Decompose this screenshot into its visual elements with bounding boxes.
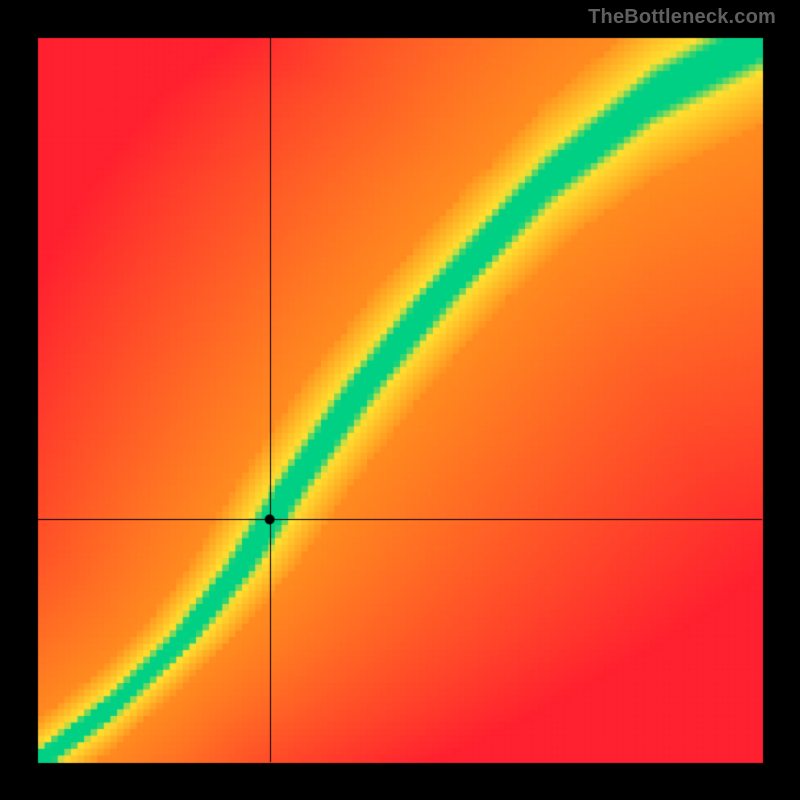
bottleneck-heatmap-canvas xyxy=(0,0,800,800)
chart-container: TheBottleneck.com xyxy=(0,0,800,800)
watermark-text: TheBottleneck.com xyxy=(588,6,776,29)
